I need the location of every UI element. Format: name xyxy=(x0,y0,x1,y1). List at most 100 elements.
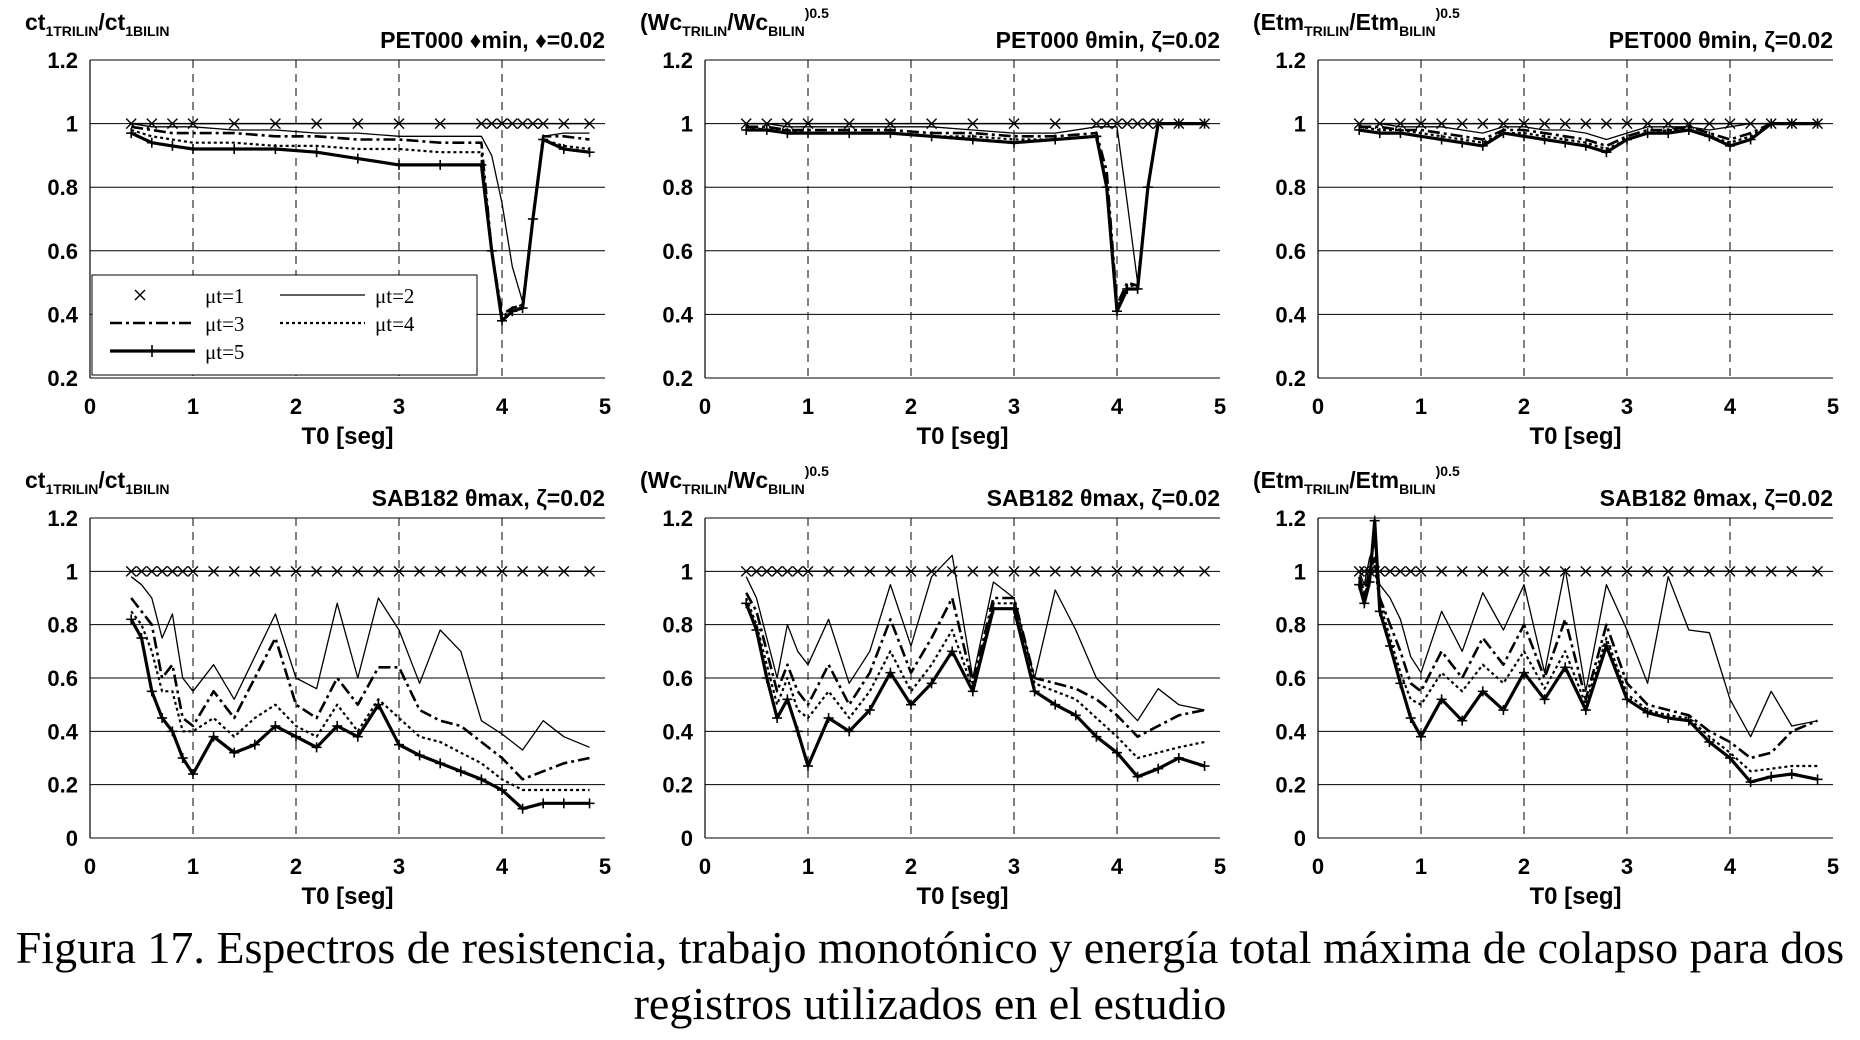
y-label-sup: )0.5 xyxy=(1436,463,1460,479)
data-point-mu5 xyxy=(1812,774,1823,785)
data-point-mu1 xyxy=(792,565,804,577)
x-tick-label: 4 xyxy=(1724,394,1737,419)
marker-stroke xyxy=(1745,565,1757,577)
data-point-mu5 xyxy=(332,721,343,731)
data-point-mu1 xyxy=(558,118,570,130)
caption-line-2: registros utilizados en el estudio xyxy=(633,978,1227,1029)
data-point-mu1 xyxy=(558,565,570,577)
marker-stroke xyxy=(1812,565,1824,577)
marker-stroke xyxy=(1049,565,1061,577)
data-point-mu1 xyxy=(1173,565,1185,577)
data-point-mu5 xyxy=(177,753,188,763)
data-point-mu5 xyxy=(1601,147,1612,158)
x-tick-label: 2 xyxy=(290,394,302,419)
panel-title-params: θmax, ζ=0.02 xyxy=(1080,485,1220,511)
data-point-mu1 xyxy=(506,118,518,130)
x-tick-label: 3 xyxy=(393,394,405,419)
data-point-mu5 xyxy=(584,147,595,158)
data-point-mu5 xyxy=(1354,124,1365,135)
data-point-mu5 xyxy=(1122,283,1133,294)
marker-stroke xyxy=(1580,118,1592,130)
marker-stroke xyxy=(1132,565,1144,577)
data-point-mu5 xyxy=(435,758,446,769)
data-point-mu5 xyxy=(1416,731,1426,742)
data-point-mu5 xyxy=(1050,134,1061,145)
data-point-mu1 xyxy=(905,565,917,577)
y-tick-label: 0.2 xyxy=(662,773,693,798)
y-axis-label: ct1TRILIN/ct1BILIN xyxy=(25,467,170,497)
data-point-mu5 xyxy=(1786,769,1797,779)
marker-stroke xyxy=(584,118,596,130)
data-point-mu5 xyxy=(1539,694,1550,705)
marker-stroke xyxy=(781,565,793,577)
y-tick-label: 0.4 xyxy=(1275,302,1306,327)
data-point-mu5 xyxy=(394,739,404,750)
panel-title-record: PET000 xyxy=(996,27,1086,53)
y-tick-label: 0.6 xyxy=(662,666,693,691)
series-line-mu4 xyxy=(1358,564,1818,773)
data-point-mu1 xyxy=(1600,565,1612,577)
data-point-mu1 xyxy=(1812,565,1824,577)
marker-stroke xyxy=(761,565,773,577)
data-point-mu5 xyxy=(1029,686,1040,697)
data-point-mu5 xyxy=(1173,118,1184,129)
data-point-mu1 xyxy=(393,565,405,577)
marker-stroke xyxy=(537,565,549,577)
data-point-mu1 xyxy=(1642,565,1654,577)
data-point-mu1 xyxy=(1111,565,1123,577)
data-point-mu5 xyxy=(1580,705,1591,715)
data-point-mu1 xyxy=(1477,565,1489,577)
marker-stroke xyxy=(486,118,498,130)
y-tick-label: 0.8 xyxy=(1275,175,1306,200)
data-point-mu5 xyxy=(414,750,425,761)
data-point-mu5 xyxy=(1766,118,1777,129)
marker-stroke xyxy=(946,565,958,577)
legend-label: μt=2 xyxy=(375,284,414,308)
data-point-mu1 xyxy=(290,565,302,577)
data-point-mu5 xyxy=(844,128,855,139)
marker-stroke xyxy=(1070,565,1082,577)
data-point-mu1 xyxy=(475,118,487,130)
x-tick-label: 0 xyxy=(1312,854,1324,879)
marker-stroke xyxy=(1477,118,1489,130)
data-point-mu5 xyxy=(1622,134,1632,145)
data-point-mu1 xyxy=(269,565,281,577)
legend-box xyxy=(91,274,478,376)
x-tick-label: 1 xyxy=(1415,854,1427,879)
marker-stroke xyxy=(987,565,999,577)
data-point-mu1 xyxy=(1405,565,1417,577)
data-point-mu5 xyxy=(455,766,466,777)
data-point-mu1 xyxy=(1008,565,1020,577)
marker-stroke xyxy=(1600,118,1612,130)
data-point-mu1 xyxy=(1049,565,1061,577)
y-tick-label: 0.6 xyxy=(47,239,78,264)
data-point-mu5 xyxy=(1642,128,1653,139)
x-tick-label: 3 xyxy=(1008,854,1020,879)
data-point-mu5 xyxy=(1539,134,1550,145)
y-label-mid: /Etm xyxy=(1349,9,1399,35)
data-point-mu5 xyxy=(1457,715,1468,726)
y-tick-label: 0.4 xyxy=(662,719,693,744)
data-point-mu1 xyxy=(1580,565,1592,577)
marker-stroke xyxy=(290,565,302,577)
y-tick-label: 1.2 xyxy=(662,48,693,73)
data-point-mu1 xyxy=(1456,565,1468,577)
marker-stroke xyxy=(228,118,240,130)
data-point-mu1 xyxy=(187,565,199,577)
marker-stroke xyxy=(1642,565,1654,577)
data-point-mu1 xyxy=(781,565,793,577)
legend-label: μt=1 xyxy=(205,284,244,308)
panel-title: SAB182 θmax, ζ=0.02 xyxy=(1600,485,1833,511)
data-point-mu5 xyxy=(1560,662,1571,673)
data-point-mu1 xyxy=(1683,565,1695,577)
marker-stroke xyxy=(1642,118,1654,130)
data-point-mu1 xyxy=(1384,565,1396,577)
marker-stroke xyxy=(393,565,405,577)
data-point-mu1 xyxy=(864,565,876,577)
y-tick-label: 1.2 xyxy=(47,506,78,531)
data-point-mu1 xyxy=(1090,565,1102,577)
data-point-mu5 xyxy=(1601,641,1612,651)
data-point-mu1 xyxy=(1070,565,1082,577)
data-point-mu5 xyxy=(1173,753,1184,763)
marker-stroke xyxy=(792,565,804,577)
